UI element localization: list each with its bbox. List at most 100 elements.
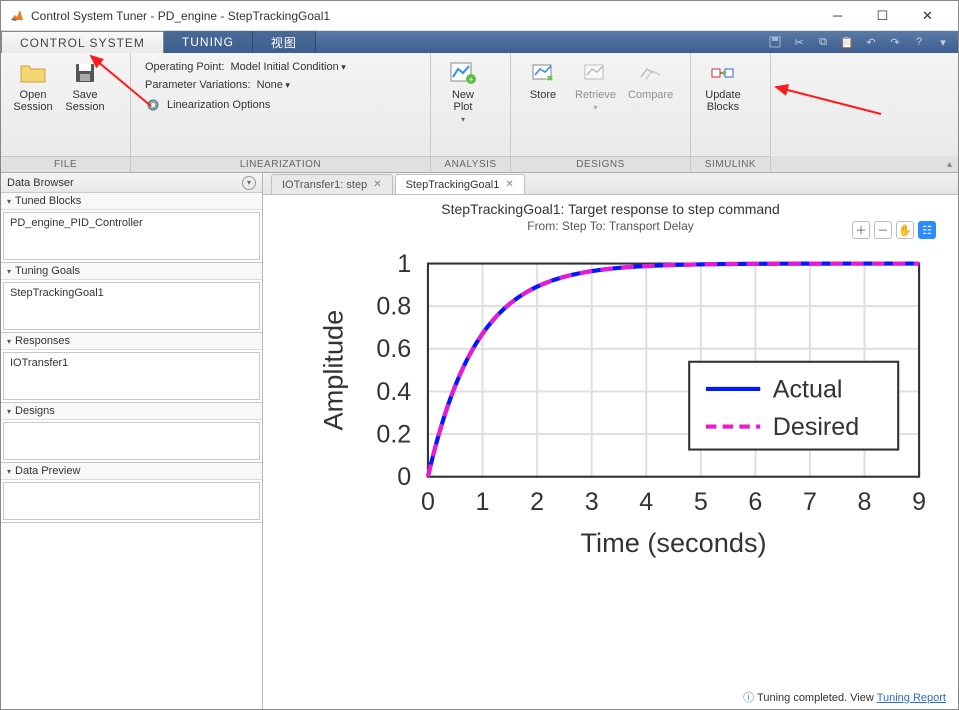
open-session-label: Open Session (13, 89, 52, 113)
status-bar: ⓘ Tuning completed. View Tuning Report (743, 689, 946, 705)
svg-text:Actual: Actual (773, 375, 843, 403)
panel-tuning-goals[interactable]: Tuning Goals (1, 263, 262, 280)
qa-help-icon[interactable]: ? (908, 33, 930, 51)
section-label-simulink: SIMULINK (691, 156, 770, 172)
compare-label: Compare (628, 89, 673, 101)
svg-text:6: 6 (748, 488, 762, 516)
qa-cut-icon[interactable]: ✂ (788, 33, 810, 51)
panel-designs[interactable]: Designs (1, 403, 262, 420)
linearization-options-label: Linearization Options (167, 99, 270, 111)
svg-text:Desired: Desired (773, 413, 859, 441)
param-variations-select[interactable]: None (257, 79, 290, 91)
svg-text:0.8: 0.8 (376, 293, 411, 321)
panel-tuned-blocks[interactable]: Tuned Blocks (1, 193, 262, 210)
svg-text:0.4: 0.4 (376, 378, 411, 406)
zoom-in-icon[interactable]: ＋ (852, 221, 870, 239)
param-variations-label: Parameter Variations: (145, 79, 251, 91)
svg-text:1: 1 (397, 251, 411, 278)
section-label-linearization: LINEARIZATION (131, 156, 430, 172)
linearization-options-button[interactable]: Linearization Options (145, 97, 346, 113)
svg-text:1: 1 (476, 488, 490, 516)
svg-text:5: 5 (694, 488, 708, 516)
tuned-blocks-list[interactable]: PD_engine_PID_Controller (3, 212, 260, 260)
section-label-file: FILE (1, 156, 130, 172)
compare-icon (637, 59, 665, 87)
qa-save-icon[interactable] (764, 33, 786, 51)
doctab-steptracking[interactable]: StepTrackingGoal1✕ (395, 174, 525, 194)
matlab-icon (9, 8, 25, 24)
tuning-goals-list[interactable]: StepTrackingGoal1 (3, 282, 260, 330)
minimize-button[interactable]: ─ (815, 2, 860, 30)
tab-view[interactable]: 视图 (253, 31, 316, 53)
svg-text:Time (seconds): Time (seconds) (580, 527, 766, 558)
data-preview-box (3, 482, 260, 520)
retrieve-button[interactable]: Retrieve ▾ (569, 57, 622, 114)
update-blocks-button[interactable]: Update Blocks (697, 57, 749, 115)
update-blocks-label: Update Blocks (705, 89, 740, 113)
plot-toolbar: ＋ － ✋ ☷ (852, 221, 936, 239)
save-session-label: Save Session (65, 89, 104, 113)
svg-text:7: 7 (803, 488, 817, 516)
data-browser-title: Data Browser (7, 177, 74, 189)
svg-text:2: 2 (530, 488, 544, 516)
document-tabs: IOTransfer1: step✕ StepTrackingGoal1✕ (263, 173, 958, 195)
panel-responses[interactable]: Responses (1, 333, 262, 350)
simulink-icon (709, 59, 737, 87)
plot-icon: + (449, 59, 477, 87)
store-button[interactable]: Store (517, 57, 569, 103)
legend-icon[interactable]: ☷ (918, 221, 936, 239)
maximize-button[interactable]: ☐ (860, 2, 905, 30)
svg-text:0.6: 0.6 (376, 335, 411, 363)
close-button[interactable]: ✕ (905, 2, 950, 30)
svg-text:0.2: 0.2 (376, 420, 411, 448)
plot-area: StepTrackingGoal1: Target response to st… (263, 195, 958, 709)
plot-title: StepTrackingGoal1: Target response to st… (263, 195, 958, 217)
ribbon: Open Session Save Session FILE Operating… (1, 53, 958, 173)
new-plot-button[interactable]: + New Plot ▾ (437, 57, 489, 126)
qa-paste-icon[interactable]: 📋 (836, 33, 858, 51)
svg-text:9: 9 (912, 488, 926, 516)
folder-icon (19, 59, 47, 87)
new-plot-label: New Plot (452, 89, 474, 113)
window-title: Control System Tuner - PD_engine - StepT… (31, 9, 815, 23)
retrieve-label: Retrieve (575, 89, 616, 101)
qa-dropdown-icon[interactable]: ▾ (932, 33, 954, 51)
panel-data-preview[interactable]: Data Preview (1, 463, 262, 480)
titlebar: Control System Tuner - PD_engine - StepT… (1, 1, 958, 31)
section-label-designs: DESIGNS (511, 156, 690, 172)
pan-icon[interactable]: ✋ (896, 221, 914, 239)
doctab-iotransfer[interactable]: IOTransfer1: step✕ (271, 174, 393, 194)
operating-point-select[interactable]: Model Initial Condition (231, 61, 346, 73)
operating-point-label: Operating Point: (145, 61, 225, 73)
qa-redo-icon[interactable]: ↷ (884, 33, 906, 51)
section-label-analysis: ANALYSIS (431, 156, 510, 172)
close-icon[interactable]: ✕ (505, 179, 513, 190)
panel-menu-icon[interactable]: ▾ (242, 176, 256, 190)
save-icon (71, 59, 99, 87)
tab-tuning[interactable]: TUNING (164, 31, 253, 53)
store-label: Store (530, 89, 556, 101)
zoom-out-icon[interactable]: － (874, 221, 892, 239)
qa-copy-icon[interactable]: ⧉ (812, 33, 834, 51)
svg-text:0: 0 (397, 463, 411, 491)
tuning-report-link[interactable]: Tuning Report (877, 692, 946, 704)
responses-list[interactable]: IOTransfer1 (3, 352, 260, 400)
designs-list[interactable] (3, 422, 260, 460)
retrieve-icon (581, 59, 609, 87)
tab-control-system[interactable]: CONTROL SYSTEM (1, 31, 164, 53)
svg-text:3: 3 (585, 488, 599, 516)
svg-text:0: 0 (421, 488, 435, 516)
collapse-ribbon-icon[interactable]: ▴ (947, 159, 952, 170)
svg-text:8: 8 (858, 488, 872, 516)
open-session-button[interactable]: Open Session (7, 57, 59, 115)
step-response-chart[interactable]: 012345678900.20.40.60.81Time (seconds)Am… (313, 251, 940, 565)
gear-icon (145, 97, 161, 113)
svg-text:4: 4 (639, 488, 653, 516)
dropdown-icon: ▾ (461, 115, 465, 124)
compare-button[interactable]: Compare (622, 57, 679, 103)
close-icon[interactable]: ✕ (373, 179, 381, 190)
qa-undo-icon[interactable]: ↶ (860, 33, 882, 51)
store-icon (529, 59, 557, 87)
toolstrip-tabs: CONTROL SYSTEM TUNING 视图 (1, 31, 316, 53)
save-session-button[interactable]: Save Session (59, 57, 111, 115)
